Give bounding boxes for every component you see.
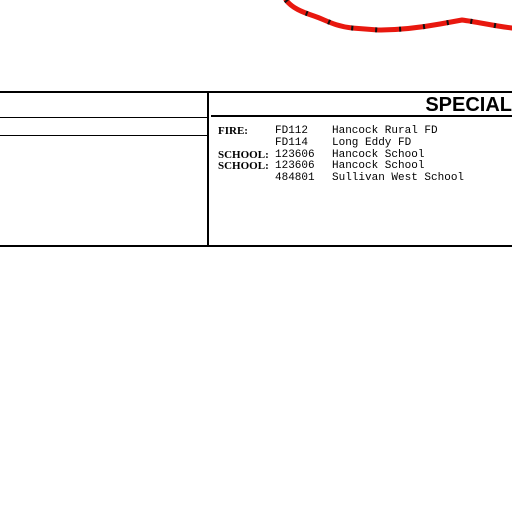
- district-code: 123606: [275, 148, 315, 161]
- district-type: SCHOOL:: [218, 148, 269, 161]
- district-type: SCHOOL:: [218, 160, 269, 173]
- special-districts-table: SPECIAL FIRE: FD112 Hancock Rural FD FD1…: [0, 91, 512, 247]
- district-row: SCHOOL: 123606 Hancock School: [218, 148, 464, 162]
- district-list: FIRE: FD112 Hancock Rural FD FD114 Long …: [218, 125, 465, 185]
- district-name: Hancock School: [332, 148, 425, 161]
- district-code: FD114: [275, 136, 309, 149]
- district-name: Long Eddy FD: [332, 136, 412, 149]
- district-row: FIRE: FD112 Hancock Rural FD: [218, 125, 464, 138]
- district-name: Hancock Rural FD: [332, 125, 438, 137]
- left-panel-divider: [0, 135, 209, 136]
- district-code: 123606: [275, 160, 315, 173]
- district-boundary-line: [283, 0, 512, 33]
- left-panel-divider: [0, 117, 209, 118]
- map-area: [0, 0, 512, 90]
- district-type: [218, 173, 275, 185]
- table-header: SPECIAL: [211, 93, 512, 117]
- district-type: FIRE:: [218, 125, 248, 137]
- district-type: [218, 138, 275, 150]
- table-title: SPECIAL: [425, 94, 512, 116]
- left-panel: [0, 93, 209, 245]
- district-row: 484801 Sullivan West School: [218, 172, 465, 185]
- map-canvas: [283, 0, 512, 33]
- district-code: FD112: [275, 125, 309, 137]
- district-code: 484801: [275, 172, 315, 185]
- district-name: Sullivan West School: [332, 172, 465, 185]
- district-row: SCHOOL: 123606 Hancock School: [218, 161, 464, 173]
- district-boundary-ticks: [284, 0, 512, 33]
- district-name: Hancock School: [332, 160, 425, 173]
- district-row: FD114 Long Eddy FD: [218, 136, 464, 150]
